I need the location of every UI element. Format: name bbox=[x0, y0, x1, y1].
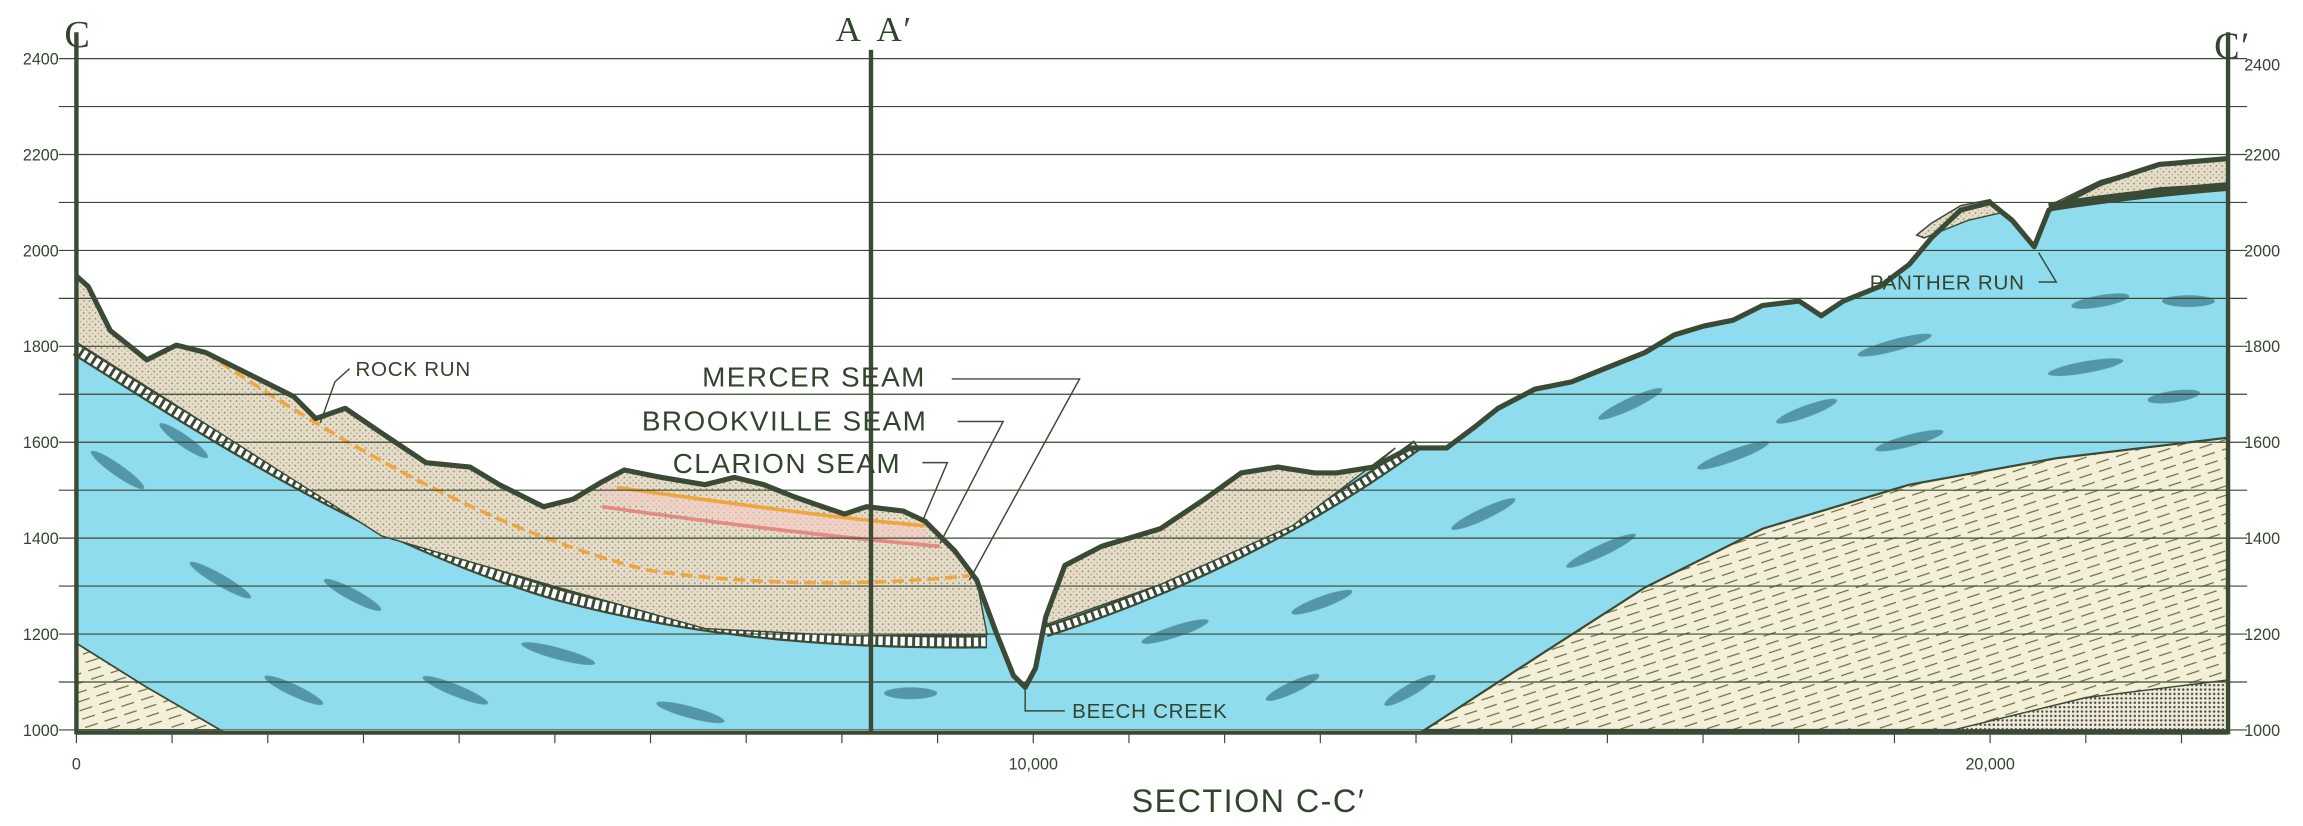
elevation-label-left: 2000 bbox=[23, 242, 59, 260]
elevation-label-left: 1400 bbox=[23, 530, 59, 548]
feature-label: ROCK RUN bbox=[355, 358, 470, 381]
elevation-label-right: 2400 bbox=[2244, 56, 2280, 74]
section-a-label: A bbox=[835, 10, 862, 49]
elevation-label-right: 2000 bbox=[2244, 242, 2280, 260]
elevation-label-left: 2400 bbox=[23, 50, 59, 68]
feature-label: BROOKVILLE SEAM bbox=[642, 405, 928, 436]
leader bbox=[940, 422, 1003, 544]
cross-section: C C′ A A′ SECTION C-C′ ROCK RUN MERCER S… bbox=[0, 0, 2303, 826]
distance-label: 0 bbox=[72, 756, 81, 774]
elevation-label-left: 2200 bbox=[23, 146, 59, 164]
page: C C′ A A′ SECTION C-C′ ROCK RUN MERCER S… bbox=[0, 0, 2303, 826]
elevation-label-left: 1600 bbox=[23, 434, 59, 452]
elevation-label-right: 2200 bbox=[2244, 146, 2280, 164]
elevation-label-right: 1000 bbox=[2244, 722, 2280, 740]
elevation-label-left: 1200 bbox=[23, 626, 59, 644]
feature-label: MERCER SEAM bbox=[702, 361, 926, 392]
geology bbox=[76, 157, 2228, 730]
elevation-label-left: 1000 bbox=[23, 722, 59, 740]
end-label-left: C bbox=[64, 14, 91, 56]
elevation-label-right: 1200 bbox=[2244, 626, 2280, 644]
leader bbox=[952, 379, 1080, 580]
distance-label: 20,000 bbox=[1965, 756, 2014, 774]
feature-label: CLARION SEAM bbox=[673, 448, 901, 479]
elevation-label-right: 1800 bbox=[2244, 338, 2280, 356]
elevation-label-left: 1800 bbox=[23, 338, 59, 356]
section-title: SECTION C-C′ bbox=[1132, 783, 1366, 819]
feature-label: PANTHER RUN bbox=[1870, 271, 2025, 294]
leader bbox=[922, 463, 947, 522]
elevation-label-right: 1400 bbox=[2244, 530, 2280, 548]
elevation-label-right: 1600 bbox=[2244, 434, 2280, 452]
distance-label: 10,000 bbox=[1009, 756, 1058, 774]
section-a-prime-label: A′ bbox=[876, 10, 912, 49]
feature-label: BEECH CREEK bbox=[1072, 700, 1227, 723]
